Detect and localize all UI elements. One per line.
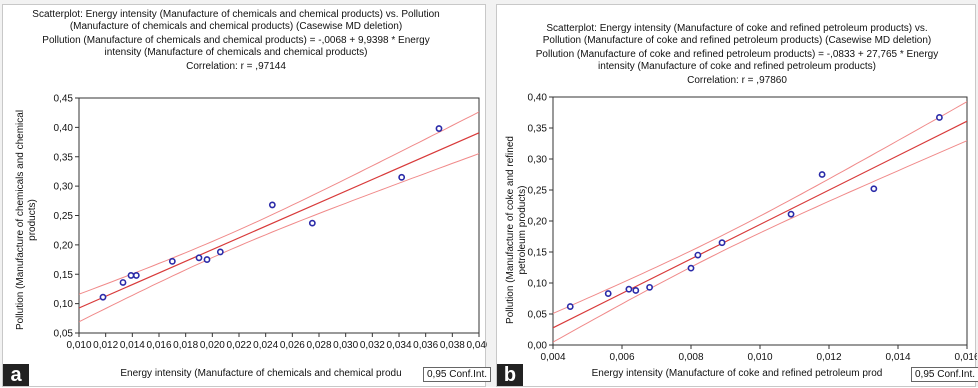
chart-a-x-tick-label: 0,010 bbox=[66, 340, 91, 351]
chart-a-y-axis-label-line-1: Pollution (Manufacture of chemicals and … bbox=[15, 110, 26, 330]
chart-a-x-tick-label: 0,030 bbox=[333, 340, 358, 351]
chart-a-x-tick-label: 0,012 bbox=[93, 340, 118, 351]
chart-b-x-tick-label: 0,008 bbox=[678, 352, 703, 363]
panel-b: Scatterplot: Energy intensity (Manufactu… bbox=[496, 4, 978, 387]
chart-b-ci-upper-line bbox=[553, 101, 967, 314]
chart-a-data-point bbox=[268, 201, 276, 209]
chart-a-y-tick-label: 0,15 bbox=[54, 270, 74, 281]
chart-b-title-line-2: Pollution (Manufacture of coke and refin… bbox=[543, 35, 932, 46]
chart-b-y-tick-label: 0,10 bbox=[528, 279, 548, 290]
chart-b-data-point bbox=[935, 114, 943, 121]
chart-a-x-tick-label: 0,024 bbox=[253, 340, 278, 351]
chart-a-data-point bbox=[168, 257, 176, 265]
chart-a-data-point bbox=[216, 248, 224, 256]
chart-b-equation-line-2: intensity (Manufacture of coke and refin… bbox=[598, 61, 876, 72]
chart-b-data-point bbox=[646, 283, 653, 291]
chart-a-y-tick-label: 0,05 bbox=[54, 329, 74, 340]
chart-a-y-tick-label: 0,25 bbox=[54, 211, 74, 222]
chart-b-ci-lower-line bbox=[553, 140, 967, 343]
chart-b-x-tick-label: 0,010 bbox=[747, 352, 772, 363]
chart-b-title-line-1: Scatterplot: Energy intensity (Manufactu… bbox=[546, 23, 927, 34]
chart-a-ci-lower-line bbox=[79, 153, 479, 323]
chart-a-regression-line bbox=[79, 132, 479, 309]
chart-a-data-point bbox=[195, 254, 203, 262]
chart-a-y-tick-label: 0,35 bbox=[54, 152, 74, 163]
chart-a-confidence-legend: 0,95 Conf.Int. bbox=[423, 367, 492, 382]
chart-a-x-tick-label: 0,034 bbox=[386, 340, 411, 351]
chart-a-data-point bbox=[398, 173, 406, 181]
chart-b-fit-group bbox=[553, 101, 967, 343]
chart-b-x-tick-label: 0,012 bbox=[816, 352, 841, 363]
chart-b-data-point bbox=[604, 290, 612, 297]
panel-a: Scatterplot: Energy intensity (Manufactu… bbox=[2, 4, 492, 387]
panel-a-label: a bbox=[3, 364, 29, 386]
chart-a-y-tick-label: 0,30 bbox=[54, 182, 74, 193]
chart-b-data-point bbox=[625, 285, 633, 293]
chart-a-title-line-1: Scatterplot: Energy intensity (Manufactu… bbox=[32, 9, 439, 20]
chart-a-x-tick-label: 0,028 bbox=[306, 340, 331, 351]
scatter-chart-a: Scatterplot: Energy intensity (Manufactu… bbox=[15, 9, 487, 379]
chart-a-x-tick-label: 0,022 bbox=[226, 340, 251, 351]
chart-b-x-tick-label: 0,016 bbox=[954, 352, 977, 363]
chart-a-ci-upper-line bbox=[79, 111, 479, 295]
chart-b-x-tick-label: 0,014 bbox=[885, 352, 910, 363]
chart-b-y-axis-label-line-1: Pollution (Manufacture of coke and refin… bbox=[505, 136, 516, 324]
chart-b-y-tick-label: 0,00 bbox=[528, 341, 548, 352]
chart-a-y-tick-label: 0,45 bbox=[54, 94, 74, 105]
chart-a-data-point bbox=[308, 219, 316, 227]
chart-a-x-tick-label: 0,040 bbox=[466, 340, 487, 351]
chart-a-x-tick-label: 0,020 bbox=[200, 340, 225, 351]
chart-b-data-point bbox=[566, 303, 574, 310]
chart-a-x-tick-label: 0,016 bbox=[146, 340, 171, 351]
chart-a-correlation: Correlation: r = ,97144 bbox=[186, 61, 286, 72]
chart-a-fit-group bbox=[79, 111, 479, 323]
chart-a-y-tick-label: 0,10 bbox=[54, 299, 74, 310]
chart-a-x-tick-label: 0,014 bbox=[120, 340, 145, 351]
chart-a-equation-line-1: Pollution (Manufacture of chemicals and … bbox=[42, 35, 429, 46]
chart-a-x-tick-label: 0,018 bbox=[173, 340, 198, 351]
chart-b-y-tick-label: 0,20 bbox=[528, 217, 548, 228]
chart-b-equation-line-1: Pollution (Manufacture of coke and refin… bbox=[536, 49, 938, 60]
chart-a-x-tick-label: 0,032 bbox=[360, 340, 385, 351]
chart-b-correlation: Correlation: r = ,97860 bbox=[687, 75, 787, 86]
chart-b-y-tick-label: 0,30 bbox=[528, 155, 548, 166]
chart-a-x-tick-label: 0,036 bbox=[413, 340, 438, 351]
chart-a-equation-line-2: intensity (Manufacture of chemicals and … bbox=[105, 47, 368, 58]
chart-a-title-line-2: (Manufacture of chemicals and chemical p… bbox=[70, 21, 402, 32]
chart-a-data-point bbox=[203, 256, 211, 263]
chart-b-data-point bbox=[818, 171, 826, 178]
chart-b-confidence-legend: 0,95 Conf.Int. bbox=[911, 367, 978, 382]
scatter-chart-b: Scatterplot: Energy intensity (Manufactu… bbox=[505, 23, 977, 379]
chart-b-y-axis-label-line-2: petroleum products) bbox=[517, 186, 528, 275]
chart-b-x-tick-label: 0,006 bbox=[609, 352, 634, 363]
chart-a-data-point bbox=[132, 272, 140, 279]
chart-b-y-tick-label: 0,25 bbox=[528, 186, 548, 197]
chart-b-data-point bbox=[718, 239, 726, 247]
chart-b-data-point bbox=[632, 287, 640, 294]
chart-a-x-tick-label: 0,038 bbox=[440, 340, 465, 351]
chart-b-y-tick-label: 0,35 bbox=[528, 124, 548, 135]
chart-a-data-point bbox=[435, 125, 443, 132]
chart-a-plot-area bbox=[78, 97, 480, 334]
chart-b-data-point bbox=[687, 264, 695, 272]
chart-b-x-axis-label: Energy intensity (Manufacture of coke an… bbox=[592, 368, 883, 379]
panel-b-label: b bbox=[497, 364, 523, 386]
chart-b-data-point bbox=[787, 210, 795, 218]
chart-a-x-axis-label: Energy intensity (Manufacture of chemica… bbox=[120, 368, 401, 379]
chart-b-data-point bbox=[870, 185, 878, 193]
chart-a-y-tick-label: 0,20 bbox=[54, 240, 74, 251]
chart-a-y-tick-label: 0,40 bbox=[54, 123, 74, 134]
chart-a-data-point bbox=[119, 279, 127, 286]
chart-b-y-tick-label: 0,15 bbox=[528, 248, 548, 259]
chart-b-y-tick-label: 0,40 bbox=[528, 93, 548, 104]
chart-b-y-tick-label: 0,05 bbox=[528, 310, 548, 321]
chart-a-data-point bbox=[99, 293, 107, 301]
chart-a-y-axis-label-line-2: products) bbox=[27, 199, 38, 241]
chart-a-data-point bbox=[127, 272, 135, 279]
chart-b-data-point bbox=[694, 251, 702, 259]
chart-b-regression-line bbox=[553, 120, 967, 329]
chart-b-x-tick-label: 0,004 bbox=[540, 352, 565, 363]
chart-a-x-tick-label: 0,026 bbox=[280, 340, 305, 351]
